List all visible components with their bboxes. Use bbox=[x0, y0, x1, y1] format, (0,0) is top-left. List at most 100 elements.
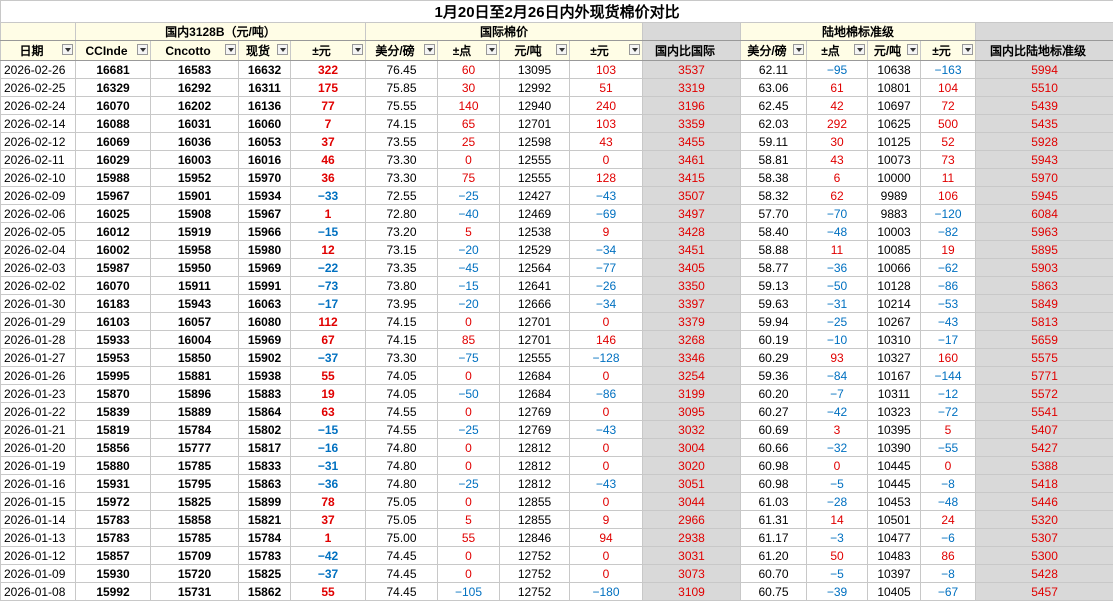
cell: 63 bbox=[291, 403, 366, 421]
cell: 72.55 bbox=[366, 187, 438, 205]
cell: 16057 bbox=[151, 313, 239, 331]
cell: 12940 bbox=[500, 97, 570, 115]
cell: −70 bbox=[807, 205, 868, 223]
cell: 15972 bbox=[76, 493, 151, 511]
cell: 10003 bbox=[868, 223, 921, 241]
filter-button[interactable] bbox=[793, 44, 804, 55]
filter-button[interactable] bbox=[962, 44, 973, 55]
cell: 5307 bbox=[976, 529, 1113, 547]
cell: 12555 bbox=[500, 151, 570, 169]
cell: 94 bbox=[570, 529, 643, 547]
filter-button[interactable] bbox=[854, 44, 865, 55]
filter-button[interactable] bbox=[486, 44, 497, 55]
cell: 3268 bbox=[643, 331, 741, 349]
filter-button[interactable] bbox=[137, 44, 148, 55]
cell: 15819 bbox=[76, 421, 151, 439]
cell: 73.30 bbox=[366, 169, 438, 187]
blank-cell bbox=[1, 23, 76, 41]
cell: 59.13 bbox=[741, 277, 807, 295]
cell: 5572 bbox=[976, 385, 1113, 403]
cell: 62.11 bbox=[741, 61, 807, 79]
group-header-row: 国内3128B（元/吨） 国际棉价 陆地棉标准级 bbox=[1, 23, 1113, 41]
cell: 3095 bbox=[643, 403, 741, 421]
cell: 25 bbox=[438, 133, 500, 151]
title-row: 1月20日至2月26日内外现货棉价对比 bbox=[1, 1, 1113, 23]
column-header: 元/吨 bbox=[500, 41, 570, 61]
cell: 16070 bbox=[76, 97, 151, 115]
cell: 16060 bbox=[239, 115, 291, 133]
cell: 3359 bbox=[643, 115, 741, 133]
filter-button[interactable] bbox=[424, 44, 435, 55]
cell: 3254 bbox=[643, 367, 741, 385]
filter-button[interactable] bbox=[225, 44, 236, 55]
cell: 75.00 bbox=[366, 529, 438, 547]
cell: 43 bbox=[807, 151, 868, 169]
filter-button[interactable] bbox=[629, 44, 640, 55]
cell: 10483 bbox=[868, 547, 921, 565]
cell: 43 bbox=[570, 133, 643, 151]
cell: 59.36 bbox=[741, 367, 807, 385]
cell: 3020 bbox=[643, 457, 741, 475]
cell: 60 bbox=[438, 61, 500, 79]
cell: 10066 bbox=[868, 259, 921, 277]
cell: 5895 bbox=[976, 241, 1113, 259]
cell: −3 bbox=[807, 529, 868, 547]
cell: 12701 bbox=[500, 313, 570, 331]
cell: 30 bbox=[807, 133, 868, 151]
cell: 15969 bbox=[239, 259, 291, 277]
cell: 24 bbox=[921, 511, 976, 529]
header-text: 国内比陆地标准级 bbox=[990, 44, 1086, 58]
cell: 15950 bbox=[151, 259, 239, 277]
cell: 10128 bbox=[868, 277, 921, 295]
cell: 12538 bbox=[500, 223, 570, 241]
cell: 0 bbox=[570, 457, 643, 475]
cell: 10323 bbox=[868, 403, 921, 421]
cell: 10214 bbox=[868, 295, 921, 313]
cell: −25 bbox=[438, 187, 500, 205]
cell: −34 bbox=[570, 241, 643, 259]
cell: 2026-01-13 bbox=[1, 529, 76, 547]
cell: 61 bbox=[807, 79, 868, 97]
cell: 78 bbox=[291, 493, 366, 511]
cell: 12684 bbox=[500, 367, 570, 385]
header-text: 现货 bbox=[246, 44, 270, 58]
cell: −15 bbox=[291, 421, 366, 439]
column-header: CCInde bbox=[76, 41, 151, 61]
cell: 12666 bbox=[500, 295, 570, 313]
filter-button[interactable] bbox=[352, 44, 363, 55]
filter-button[interactable] bbox=[62, 44, 73, 55]
cell: 15934 bbox=[239, 187, 291, 205]
filter-button[interactable] bbox=[907, 44, 918, 55]
header-text: 美分/磅 bbox=[747, 44, 786, 58]
cell: 19 bbox=[921, 241, 976, 259]
cell: 60.69 bbox=[741, 421, 807, 439]
cell: 15881 bbox=[151, 367, 239, 385]
filter-button[interactable] bbox=[277, 44, 288, 55]
cell: 16311 bbox=[239, 79, 291, 97]
header-text: 国内比国际 bbox=[655, 44, 715, 58]
cell: 60.20 bbox=[741, 385, 807, 403]
cell: 74.05 bbox=[366, 367, 438, 385]
cell: 72.80 bbox=[366, 205, 438, 223]
cell: −6 bbox=[921, 529, 976, 547]
filter-button[interactable] bbox=[556, 44, 567, 55]
cell: −22 bbox=[291, 259, 366, 277]
cell: 15795 bbox=[151, 475, 239, 493]
cell: 5 bbox=[438, 223, 500, 241]
cell: 10267 bbox=[868, 313, 921, 331]
cell: 103 bbox=[570, 115, 643, 133]
cell: 73.55 bbox=[366, 133, 438, 151]
cell: 3428 bbox=[643, 223, 741, 241]
cell: −25 bbox=[438, 475, 500, 493]
cell: −31 bbox=[807, 295, 868, 313]
cell: 59.63 bbox=[741, 295, 807, 313]
cell: 0 bbox=[570, 403, 643, 421]
cell: 12846 bbox=[500, 529, 570, 547]
cell: 0 bbox=[438, 367, 500, 385]
cell: 55 bbox=[438, 529, 500, 547]
cell: 2026-01-29 bbox=[1, 313, 76, 331]
